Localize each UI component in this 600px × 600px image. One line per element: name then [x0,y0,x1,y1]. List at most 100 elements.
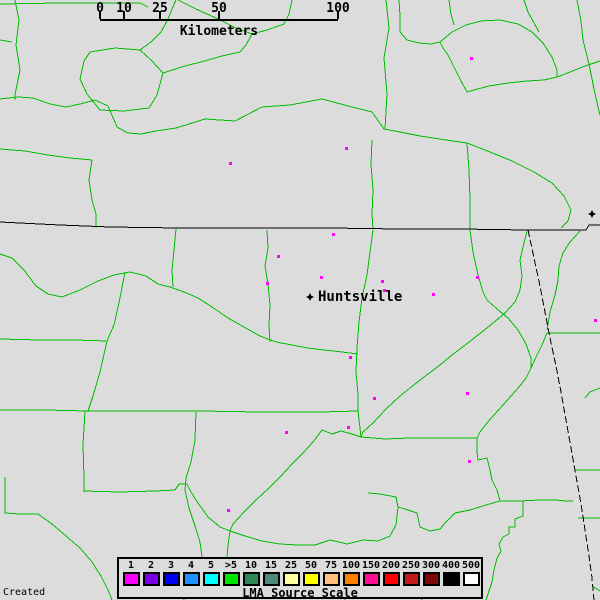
legend-item-label: 1 [127,560,135,571]
scale-tick-label: 100 [326,1,350,16]
map-markers [306,210,596,301]
county-line [251,0,293,35]
legend-color-swatch [202,572,220,586]
legend-item-label: 4 [187,560,195,571]
scale-tick-label: 0 [96,1,104,16]
lma-source-dot [227,509,230,512]
legend-item: 50 [301,560,321,586]
county-line [523,0,540,33]
lma-source-scale-legend: 1 2 3 4 5 >5 10 15 25 50 75 100 150 200 250 300 400 500 L… [117,557,483,599]
county-line [466,142,572,229]
lma-source-dots [227,57,597,512]
county-line [88,159,97,228]
county-line [162,51,241,74]
county-line [398,0,441,45]
legend-color-swatch [442,572,460,586]
scale-bar-units-label: Kilometers [179,24,259,39]
county-line [576,0,600,116]
legend-color-swatch [462,572,480,586]
lma-source-dot [285,431,288,434]
legend-item: 250 [401,560,421,586]
legend-item-label: 300 [421,560,441,571]
county-line [4,477,38,515]
legend-item: 300 [421,560,441,586]
county-line [0,2,149,8]
legend-item: 75 [321,560,341,586]
county-line [469,229,488,301]
county-line [439,230,528,366]
scale-tick-label: 50 [211,1,227,16]
created-timestamp: Created 03/13/2013 19:40:46 [3,565,123,600]
legend-item-label: 2 [147,560,155,571]
lma-source-dot [594,319,597,322]
county-line [37,513,113,600]
county-line [584,387,600,399]
county-line [0,96,109,108]
county-line [448,0,455,26]
county-line [383,0,390,130]
county-line [83,483,231,532]
legend-color-swatch [402,572,420,586]
lma-source-dot [347,426,350,429]
legend-item: 400 [441,560,461,586]
lma-source-dot [476,276,479,279]
county-line [171,228,177,288]
legend-color-swatch [222,572,240,586]
county-line [0,409,359,413]
county-line [546,230,581,331]
legend-item: 10 [241,560,261,586]
lma-source-dot [332,233,335,236]
legend-color-swatch [162,572,180,586]
legend-item-label: 250 [401,560,421,571]
legend-item: 2 [141,560,161,586]
legend-color-swatch [422,572,440,586]
county-line [476,299,532,439]
county-line [229,429,362,532]
distance-scale-bar: 0 10 25 50 100 Kilometers [0,0,600,45]
county-line [107,105,177,135]
county-line [556,60,600,78]
lma-source-dot [349,356,352,359]
legend-color-swatch [282,572,300,586]
county-line [370,139,374,230]
lma-source-dot [383,289,386,292]
legend-color-swatch [142,572,160,586]
legend-color-swatch [322,572,340,586]
county-line [184,411,203,558]
legend-item-label: 3 [167,560,175,571]
legend-item-label: 25 [284,560,298,571]
scale-tick [159,11,161,19]
legend-item-label: 15 [264,560,278,571]
legend-item-label: 75 [324,560,338,571]
city-label-huntsville: Huntsville [318,289,403,305]
county-line [500,499,573,502]
legend-item: 150 [361,560,381,586]
state-line-tn-al [0,221,600,231]
county-line [82,410,86,492]
lma-source-dot [381,280,384,283]
scale-tick [218,11,220,19]
legend-color-swatch [262,572,280,586]
lma-source-dot [345,147,348,150]
legend-color-swatch [122,572,140,586]
county-line [139,0,177,51]
lma-source-dot [320,276,323,279]
county-line [0,148,93,161]
legend-color-swatch [362,572,380,586]
legend-item: 3 [161,560,181,586]
legend-item: 200 [381,560,401,586]
scale-tick [99,11,101,19]
station-marker-diamond-icon [588,210,596,218]
state-boundary-lines [0,221,600,600]
state-line-al-ga [527,229,595,600]
county-line [175,98,468,144]
legend-item: 25 [281,560,301,586]
legend-item: 1 [121,560,141,586]
county-line [367,492,501,532]
scale-tick [123,11,125,19]
legend-item-label: 10 [244,560,258,571]
lma-source-dot [277,255,280,258]
county-line [360,436,477,440]
scale-bar-line [100,19,338,21]
